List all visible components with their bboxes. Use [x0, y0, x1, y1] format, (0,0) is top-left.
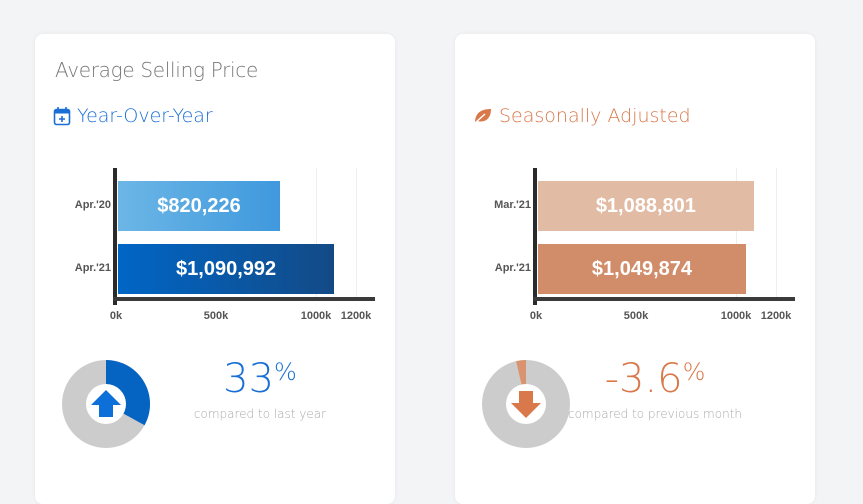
y-axis: [533, 168, 537, 305]
bar: $1,090,992: [118, 244, 335, 294]
subtitle-text: Year-Over-Year: [77, 105, 213, 127]
seasonal-card: Seasonally Adjusted Mar.'21 $1,088,801 Apr…: [455, 34, 815, 504]
x-tick-label: 1000k: [300, 310, 332, 322]
x-axis: [113, 297, 375, 301]
y-axis: [113, 168, 117, 305]
change-percent: 33%: [223, 356, 297, 402]
card-title: Average Selling Price: [55, 58, 258, 82]
bar: $1,088,801: [538, 181, 754, 231]
y-tick-label: Apr.'20: [74, 199, 111, 211]
gridline: [356, 168, 357, 298]
compare-text: compared to previous month: [567, 407, 742, 421]
seasonal-subtitle: Seasonally Adjusted: [473, 105, 691, 127]
y-tick-label: Apr.'21: [74, 262, 111, 274]
x-tick-label: 0k: [109, 310, 123, 322]
x-tick-label: 1000k: [720, 310, 752, 322]
y-tick-label: Mar.'21: [494, 199, 531, 211]
x-axis: [533, 297, 795, 301]
calendar-plus-icon: [53, 107, 71, 126]
x-tick-label: 500k: [203, 310, 229, 322]
y-tick-label: Apr.'21: [494, 262, 531, 274]
compare-text: compared to last year: [193, 407, 327, 421]
bar: $820,226: [118, 181, 281, 231]
change-percent: -3.6%: [604, 356, 706, 402]
seasonal-donut: [482, 360, 570, 448]
x-tick-label: 500k: [623, 310, 649, 322]
x-tick-label: 1200k: [760, 310, 792, 322]
x-tick-label: 1200k: [340, 310, 372, 322]
leaf-icon: [474, 109, 491, 124]
bar: $1,049,874: [538, 244, 746, 294]
arrow-up-icon: [91, 390, 121, 417]
yoy-donut: [62, 360, 150, 448]
yoy-card: Average Selling Price Year-Over-Year Apr…: [35, 34, 395, 504]
seasonal-bar-chart: Mar.'21 $1,088,801 Apr.'21 $1,049,874 0k 500k…: [455, 34, 815, 334]
gridline: [736, 168, 737, 298]
x-tick-label: 0k: [529, 310, 543, 322]
yoy-bar-chart: Apr.'20 $820,226 Apr.'21 $1,090,992 0k 500k 10…: [35, 34, 395, 334]
subtitle-text: Seasonally Adjusted: [499, 105, 691, 127]
yoy-subtitle: Year-Over-Year: [53, 105, 213, 127]
gridline: [776, 168, 777, 298]
gridline: [316, 168, 317, 298]
arrow-down-icon: [511, 391, 541, 418]
